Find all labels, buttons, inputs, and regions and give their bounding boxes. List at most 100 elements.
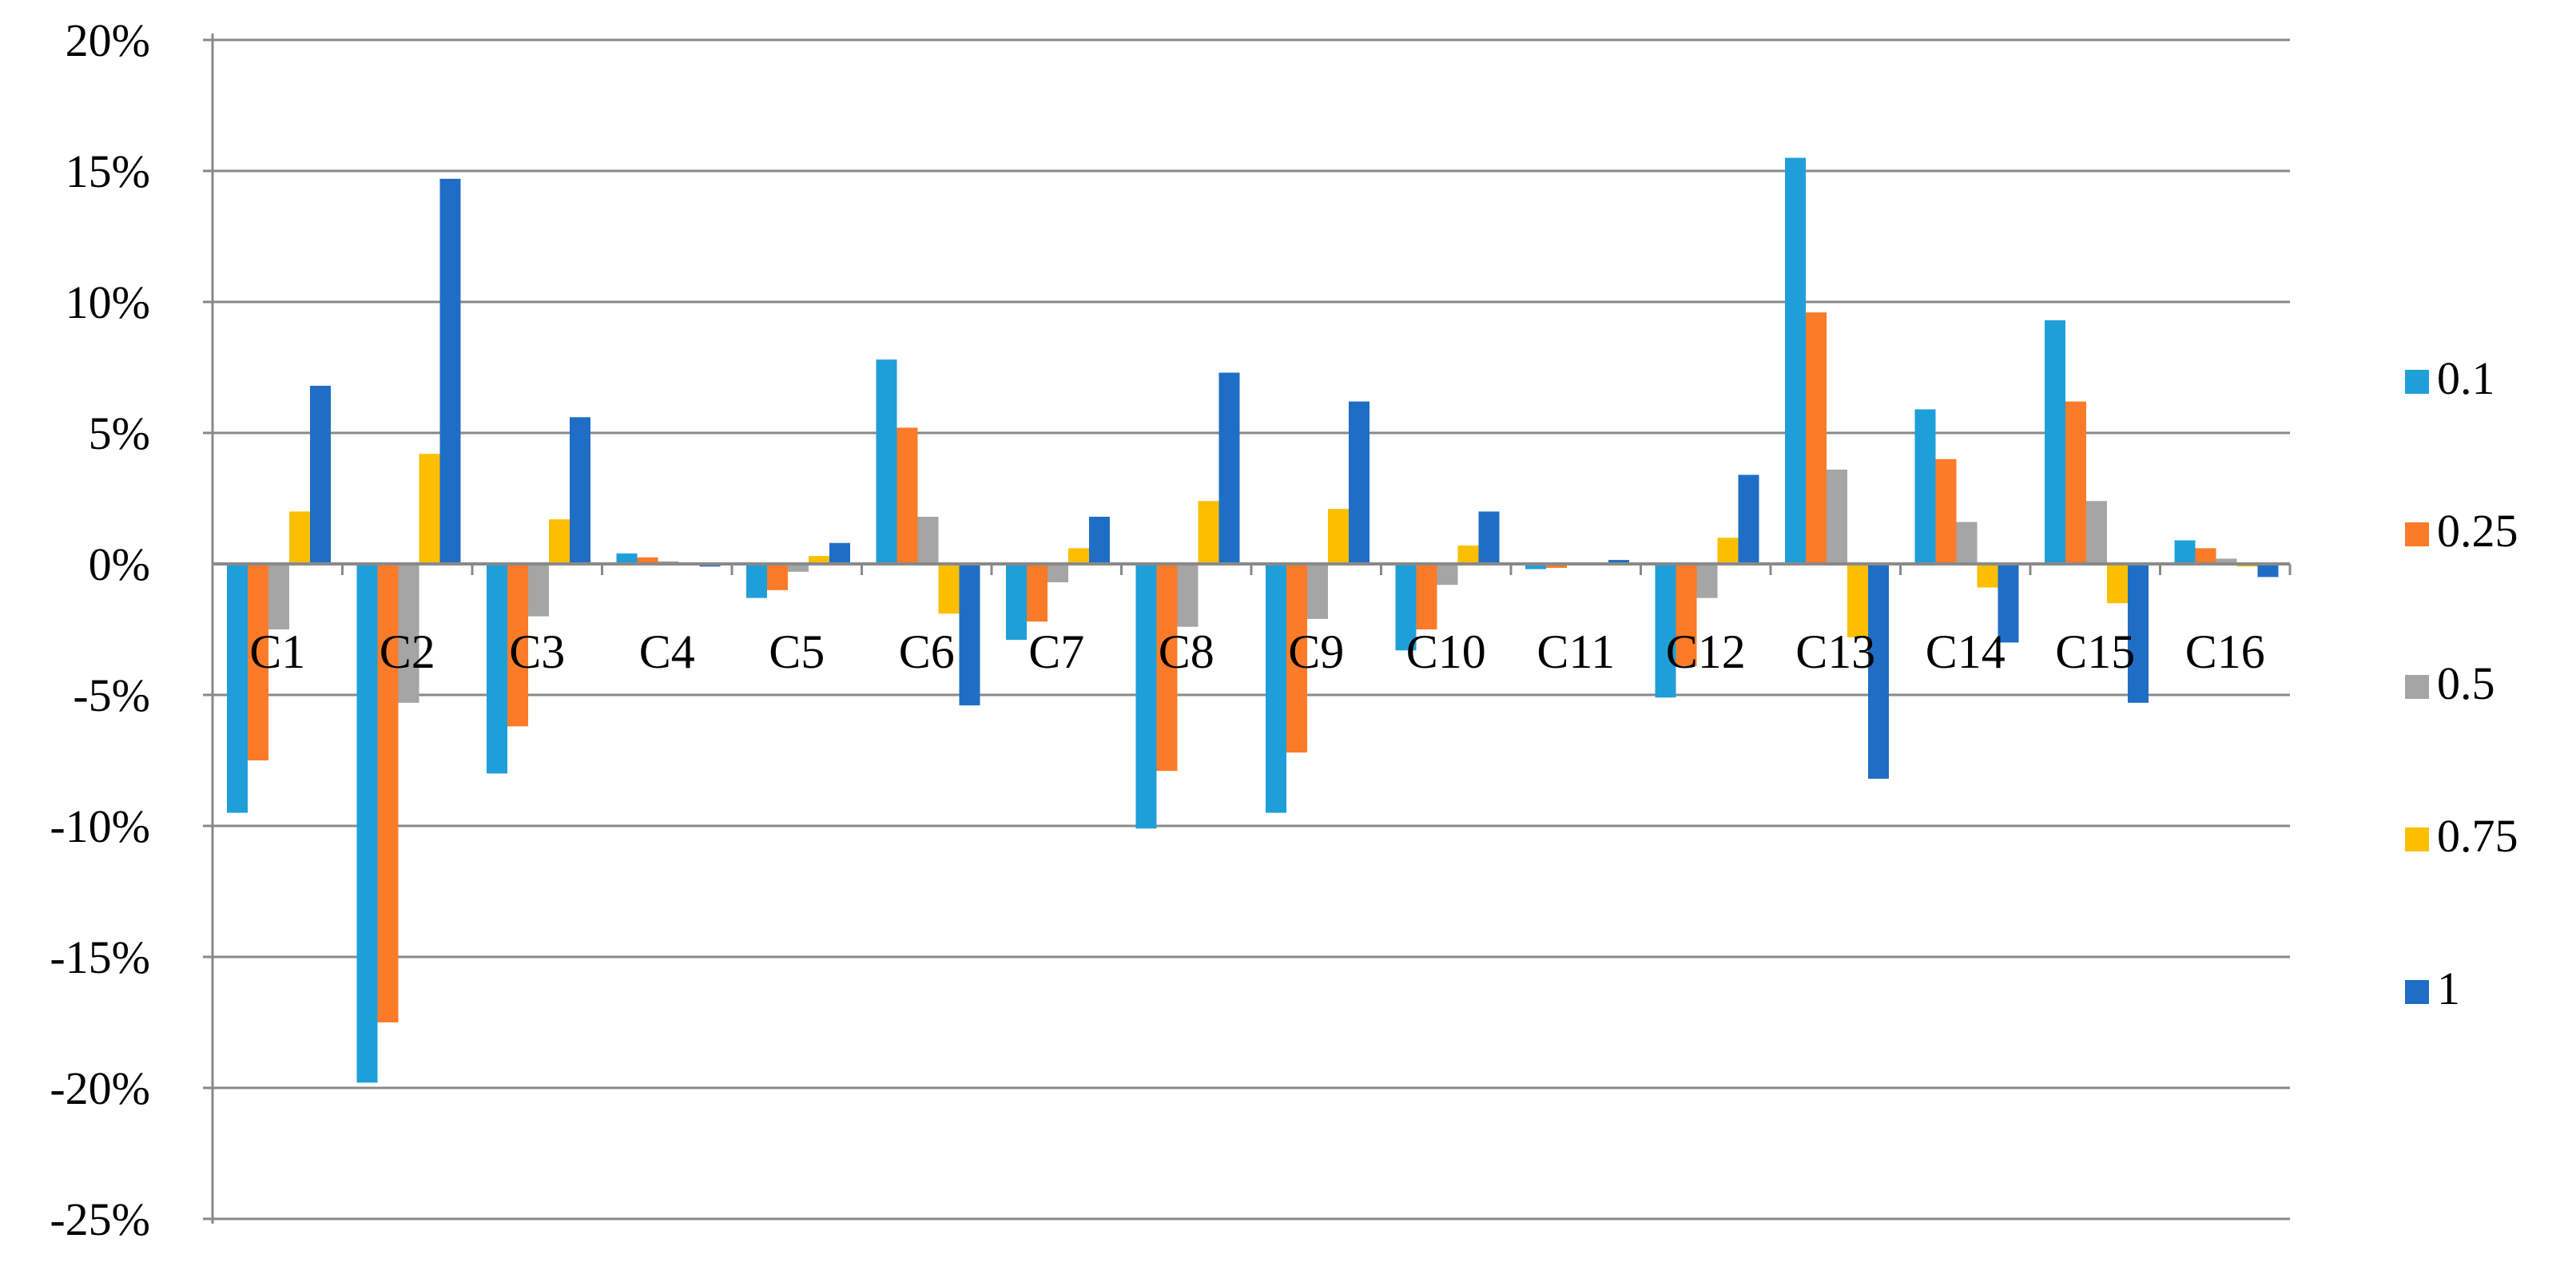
bar-C5-series-0.25 — [767, 564, 788, 590]
bar-C8-series-1 — [1218, 372, 1240, 564]
bar-C6-series-0.5 — [917, 516, 939, 564]
bar-C8-series-0.1 — [1135, 564, 1157, 829]
gridlines — [203, 38, 2290, 1220]
bar-C1-series-0.25 — [248, 564, 268, 760]
bar-C11-series-0.25 — [1546, 564, 1567, 568]
bar-C12-series-0.5 — [1696, 564, 1718, 598]
bar-C14-series-1 — [1998, 564, 2019, 643]
x-tick-label-C6: C6 — [899, 625, 955, 678]
bar-C3-series-0.1 — [487, 564, 507, 774]
bar-C6-series-0.25 — [896, 427, 918, 564]
bar-C15-series-0.75 — [2107, 564, 2128, 604]
bar-C9-series-0.5 — [1307, 564, 1328, 619]
bar-C5-series-0.75 — [809, 556, 829, 564]
bar-C14-series-0.25 — [1935, 458, 1957, 564]
bar-C6-series-0.75 — [938, 564, 960, 614]
legend-swatch-1 — [2405, 980, 2429, 1004]
bar-C15-series-1 — [2128, 564, 2149, 703]
x-tick-label-C2: C2 — [380, 625, 435, 678]
legend-swatch-0.75 — [2405, 827, 2429, 851]
x-tick-label-C14: C14 — [1926, 625, 2006, 678]
x-tick-label-C12: C12 — [1666, 625, 1746, 678]
y-tick-label: -10% — [50, 800, 150, 852]
y-tick-label: 20% — [66, 14, 150, 66]
y-tick-label: 5% — [89, 407, 150, 459]
x-tick-label-C10: C10 — [1406, 625, 1486, 678]
bar-C9-series-0.1 — [1266, 564, 1286, 813]
x-tick-label-C15: C15 — [2055, 625, 2135, 678]
legend: 0.1 0.25 0.5 0.75 1 — [2405, 352, 2518, 1014]
bar-C1-series-0.75 — [289, 511, 310, 564]
x-tick-label-C4: C4 — [639, 625, 695, 678]
y-tick-label: 10% — [66, 276, 150, 328]
bar-C14-series-0.75 — [1977, 564, 1998, 588]
bar-C15-series-0.5 — [2086, 501, 2107, 564]
x-tick-label-C7: C7 — [1028, 625, 1084, 678]
bar-C10-series-0.25 — [1416, 564, 1437, 629]
x-tick-label-C8: C8 — [1159, 625, 1214, 678]
bar-C10-series-0.75 — [1457, 546, 1479, 564]
legend-swatch-0.1 — [2405, 370, 2429, 394]
bar-C15-series-0.25 — [2065, 401, 2086, 564]
bar-C16-series-0.25 — [2195, 548, 2216, 564]
bar-C1-series-0.1 — [227, 564, 248, 813]
bar-C9-series-0.25 — [1286, 564, 1307, 753]
bar-C2-series-0.1 — [356, 564, 378, 1083]
x-tick-label-C11: C11 — [1536, 625, 1615, 678]
bar-C14-series-0.5 — [1956, 522, 1978, 564]
bar-C1-series-1 — [310, 385, 331, 564]
bar-C15-series-0.1 — [2045, 319, 2065, 564]
bar-C13-series-0.25 — [1806, 312, 1827, 564]
x-tick-label-C3: C3 — [509, 625, 565, 678]
bar-C6-series-1 — [959, 564, 980, 706]
bar-C12-series-0.1 — [1655, 564, 1676, 698]
x-tick-label-C9: C9 — [1288, 625, 1344, 678]
bar-C10-series-0.1 — [1395, 564, 1417, 651]
legend-label-1: 1 — [2437, 962, 2460, 1014]
bar-C3-series-1 — [570, 417, 590, 564]
bar-C12-series-1 — [1738, 474, 1759, 564]
axes — [211, 34, 2292, 1224]
bar-C9-series-1 — [1349, 401, 1369, 564]
bar-C14-series-0.1 — [1914, 409, 1936, 564]
bar-C2-series-0.5 — [398, 564, 419, 703]
legend-swatch-0.5 — [2405, 675, 2429, 699]
bar-C12-series-0.75 — [1717, 538, 1739, 564]
bar-C8-series-0.25 — [1156, 564, 1178, 772]
bar-C13-series-1 — [1868, 564, 1889, 779]
y-tick-label: 15% — [66, 145, 150, 197]
bar-C8-series-0.75 — [1198, 501, 1219, 564]
bar-C10-series-1 — [1478, 511, 1500, 564]
y-tick-label: -25% — [50, 1193, 150, 1245]
y-tick-label: -5% — [73, 669, 150, 721]
bar-C12-series-0.25 — [1676, 564, 1697, 666]
bar-C10-series-0.5 — [1437, 564, 1458, 585]
bar-C7-series-1 — [1089, 516, 1110, 564]
bar-C5-series-0.5 — [788, 564, 809, 572]
bar-C16-series-0.5 — [2216, 558, 2237, 564]
bar-C13-series-0.5 — [1827, 469, 1847, 564]
x-tick-label-C5: C5 — [769, 625, 825, 678]
y-tick-label: 0% — [89, 538, 150, 590]
bar-C11-series-0.1 — [1525, 564, 1546, 570]
bar-C3-series-0.25 — [507, 564, 528, 727]
bars — [227, 157, 2279, 1083]
bar-C1-series-0.5 — [268, 564, 289, 629]
bar-C13-series-0.1 — [1785, 157, 1806, 564]
bar-C2-series-0.25 — [377, 564, 399, 1022]
legend-label-0.25: 0.25 — [2437, 505, 2518, 557]
bar-C7-series-0.75 — [1068, 548, 1089, 564]
bar-C13-series-0.75 — [1847, 564, 1868, 637]
legend-label-0.1: 0.1 — [2437, 352, 2495, 404]
bar-C6-series-0.1 — [876, 359, 897, 564]
bar-C16-series-0.1 — [2174, 540, 2196, 564]
bar-C2-series-1 — [439, 178, 461, 564]
bar-C11-series-1 — [1608, 560, 1629, 564]
x-tick-label-C13: C13 — [1795, 625, 1875, 678]
bar-C7-series-0.1 — [1006, 564, 1027, 641]
bar-C9-series-0.75 — [1328, 509, 1349, 564]
x-axis-tick-labels: C1 C2 C3 C4 C5 C6 C7 C8 C9 C10 C11 C12 C13 C14 C15 C16 — [249, 625, 2265, 678]
bar-C3-series-0.75 — [549, 519, 570, 564]
